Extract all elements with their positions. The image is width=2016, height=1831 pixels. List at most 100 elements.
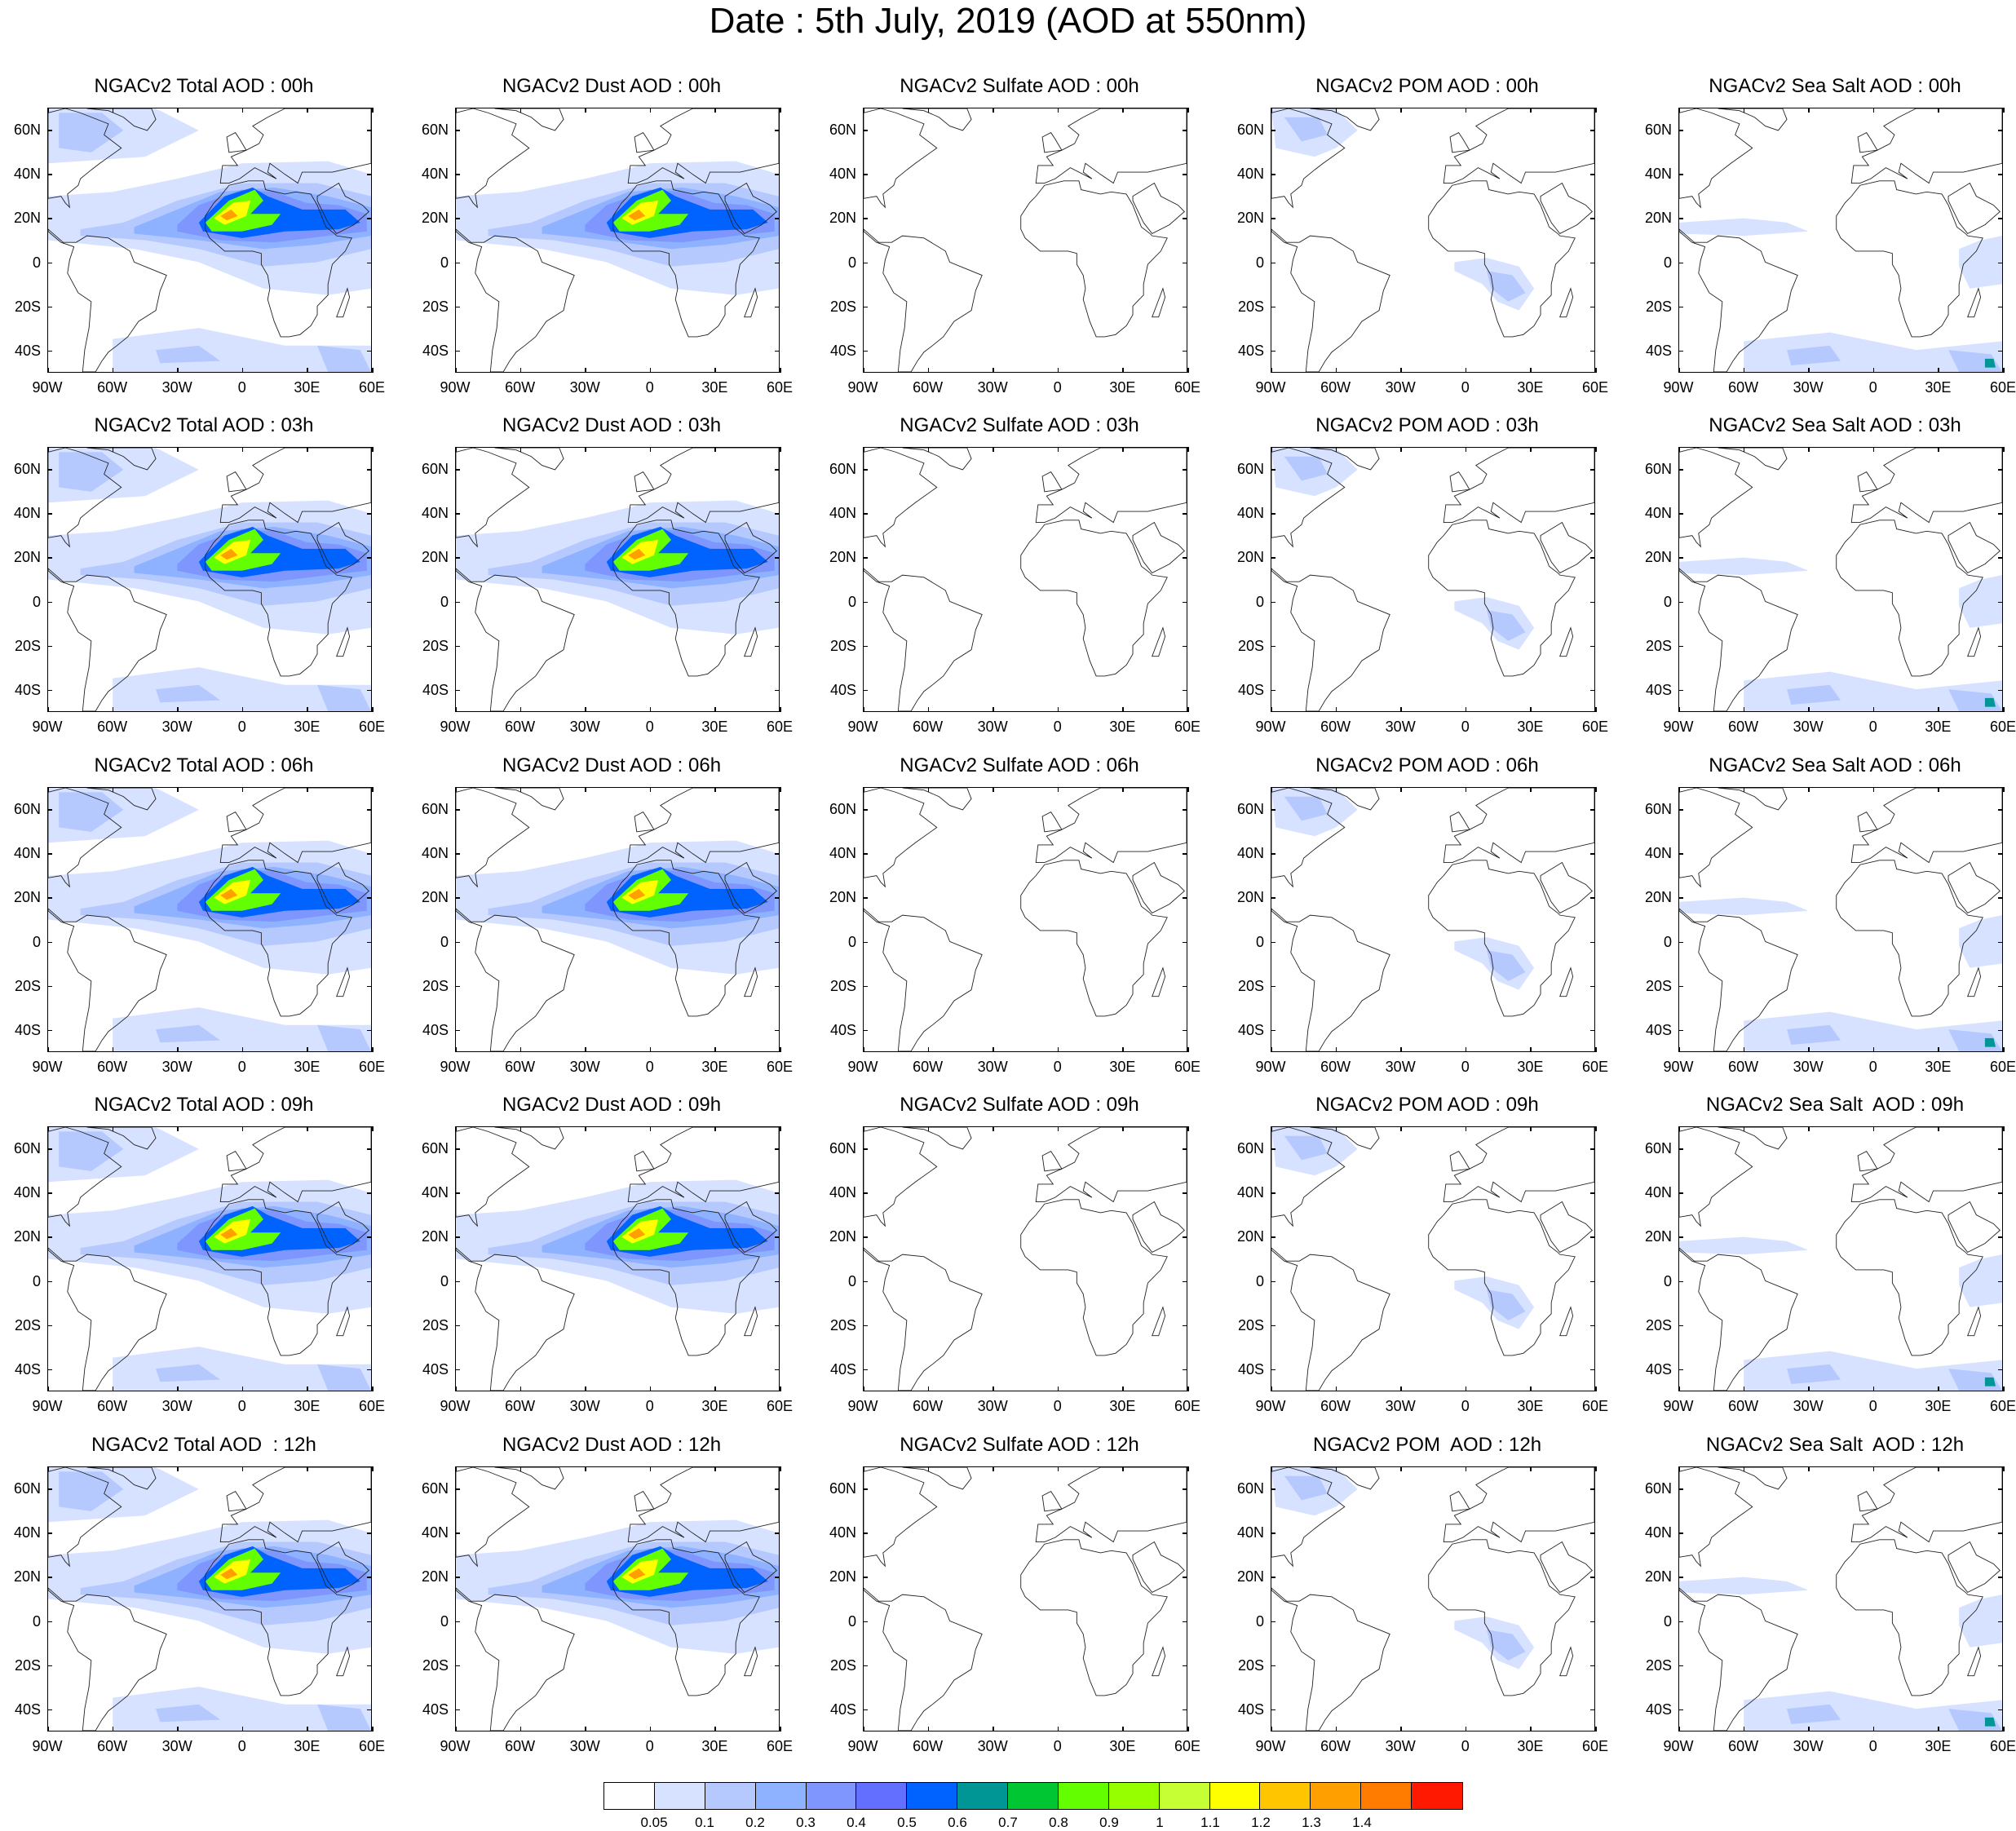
coastline-arabia [1947,1201,2001,1254]
lat-tick [47,897,52,899]
lat-tick [1678,306,1683,308]
lon-tick [112,1047,114,1052]
lon-tick-label: 0 [1461,719,1470,735]
lat-tick [775,513,780,515]
lon-tick-label: 0 [645,379,654,396]
panel-title: NGACv2 Dust AOD : 06h [502,754,722,776]
aod-contour-fill [1984,1377,1996,1387]
lon-tick [47,1727,49,1731]
lon-tick-label: 90W [32,719,63,735]
lon-tick-label: 60W [505,719,536,735]
coastline-arabia [724,1201,777,1254]
lon-tick [585,1387,586,1391]
lon-tick-label: 90W [440,1398,471,1414]
lon-tick-label: 60W [505,1738,536,1754]
lat-tick [1183,1280,1187,1283]
lat-tick [775,1621,780,1623]
lon-tick-label: 30E [701,379,728,396]
coastline-europe [627,448,779,524]
lon-tick [863,707,864,712]
coastline-madagascar [1559,1646,1574,1677]
lat-tick [455,645,460,648]
lat-tick [1590,853,1595,855]
coastline-madagascar [336,966,351,997]
coastline-africa [1428,860,1576,1017]
lon-tick [1335,1387,1337,1391]
lat-tick [1590,809,1595,811]
coastline-africa [1428,1539,1576,1696]
lon-tick-label: 30E [294,1738,321,1754]
lat-tick-label: 20N [421,1568,449,1586]
lat-tick [47,1665,52,1667]
panel-title: NGACv2 Dust AOD : 00h [502,75,722,97]
lat-tick-label: 0 [847,1612,856,1630]
lon-tick-label: 0 [1461,1398,1470,1414]
coastline-africa [612,180,760,338]
lon-tick-label: 60E [358,1398,386,1414]
lat-tick [455,350,460,352]
coastline-arabia [1540,1541,1593,1594]
lon-tick-label: 30W [977,379,1008,396]
lon-tick [519,447,522,452]
colorbar-cell [957,1783,1008,1809]
lon-tick [1122,1047,1124,1052]
aod-contour-fill [628,1227,646,1240]
map-panel-sulfate-row4: NGACv2 Sulfate AOD : 12h 60N 40N 20N 0 20S 40S… [816,1434,1223,1768]
coastline-africa [1020,180,1168,338]
lon-tick-label: 90W [440,719,471,735]
lon-tick [1530,787,1532,792]
lon-tick [1122,108,1124,113]
lat-tick [1271,1325,1275,1327]
coastline-madagascar [336,1306,351,1337]
lat-tick [1183,689,1187,692]
lon-tick-label: 0 [1461,1738,1470,1754]
lat-tick [1678,1709,1683,1711]
lon-tick [307,1126,308,1131]
lat-tick [1678,350,1683,352]
colorbar-label: 0.9 [1099,1815,1119,1830]
lat-tick [1271,262,1275,264]
panel-title: NGACv2 POM AOD : 06h [1315,754,1539,776]
lon-tick [714,447,716,452]
lon-tick [455,1387,457,1391]
lon-tick [1465,108,1467,113]
map-frame [1678,1466,2003,1731]
lon-tick [1743,1387,1745,1391]
lat-tick [863,941,868,944]
lat-tick-label: 40S [422,342,449,359]
lon-tick [1872,108,1875,113]
lon-tick [307,108,308,113]
lat-tick-label: 0 [1663,1612,1672,1630]
lat-tick [775,809,780,811]
lon-tick [993,368,994,373]
lat-tick [1183,985,1187,988]
colorbar-label: 0.4 [847,1815,866,1830]
map-panel-seasalt-row2: NGACv2 Sea Salt AOD : 06h 60N 40N 20N 0 20S 40… [1631,754,2016,1089]
lon-tick [47,1047,49,1052]
coastline-arabia [724,861,777,914]
lat-tick [367,1029,372,1032]
aod-contour-fill [1486,271,1526,302]
lon-tick [372,368,374,373]
lat-tick-label: 60N [1236,1140,1264,1157]
coastline-greenland [86,1467,157,1490]
lon-tick [1400,1126,1402,1131]
lat-tick [455,941,460,944]
lat-tick [775,1488,780,1490]
lon-tick [1595,368,1597,373]
lat-tick-label: 40S [14,681,41,698]
coastline-greenland [494,108,564,131]
lat-tick-label: 20N [421,1228,449,1245]
aod-map [456,108,779,372]
lon-tick-label: 30E [1925,719,1952,735]
lat-tick [1183,174,1187,175]
aod-map [456,788,779,1051]
lon-tick-label: 0 [237,1398,246,1414]
aod-map [48,788,371,1051]
lat-tick-label: 40N [1644,1524,1672,1541]
lat-tick-label: 0 [1663,1272,1672,1289]
colorbar-label: 0.5 [897,1815,917,1830]
coastline-northAmerica [456,448,530,548]
lat-tick [367,1709,372,1711]
aod-contour-fill [317,1704,371,1731]
